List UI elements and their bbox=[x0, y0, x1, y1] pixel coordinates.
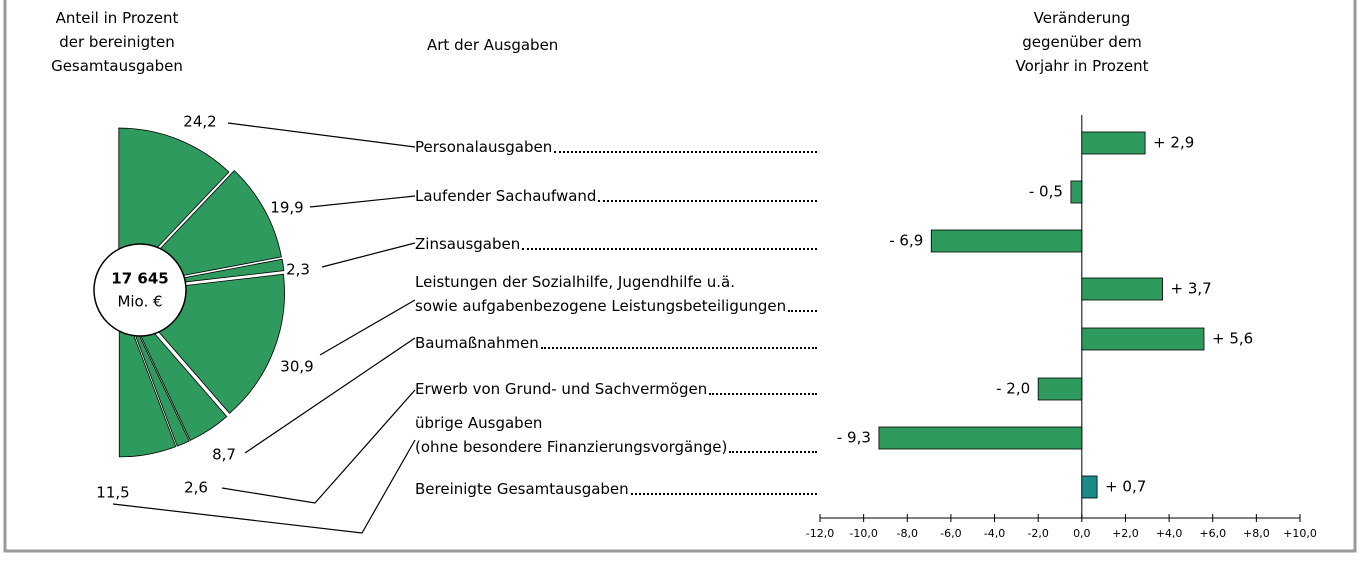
bar-label: + 0,7 bbox=[1105, 478, 1146, 496]
bar bbox=[930, 229, 1083, 253]
x-tick-label: -8,0 bbox=[897, 527, 918, 540]
pie-label: 19,9 bbox=[270, 199, 303, 217]
category-label: Personalausgaben bbox=[415, 135, 817, 159]
bar bbox=[1081, 277, 1163, 301]
middle-header: Art der Ausgaben bbox=[427, 36, 559, 54]
category-text: Baumaßnahmen bbox=[415, 334, 539, 352]
x-tick-label: -2,0 bbox=[1027, 527, 1048, 540]
center-circle bbox=[93, 243, 187, 337]
x-tick-label: -6,0 bbox=[940, 527, 961, 540]
x-tick-label: -10,0 bbox=[849, 527, 877, 540]
leader-line bbox=[221, 389, 416, 504]
bar bbox=[1081, 131, 1146, 155]
dot-leader bbox=[709, 393, 817, 395]
x-tick-label: +2,0 bbox=[1112, 527, 1139, 540]
leader-line bbox=[112, 439, 416, 534]
bar-label: - 0,5 bbox=[1029, 183, 1063, 201]
x-tick-label: +4,0 bbox=[1156, 527, 1183, 540]
bar-label: + 5,6 bbox=[1212, 330, 1253, 348]
x-tick-label: +10,0 bbox=[1283, 527, 1317, 540]
bar-label: + 3,7 bbox=[1171, 280, 1212, 298]
x-tick-label: +6,0 bbox=[1199, 527, 1226, 540]
frame bbox=[3, 0, 1357, 553]
category-label: Baumaßnahmen bbox=[415, 331, 817, 355]
category-text: Zinsausgaben bbox=[415, 235, 521, 253]
dot-leader bbox=[598, 200, 817, 202]
category-text: übrige Ausgaben (ohne besondere Finanzie… bbox=[415, 414, 728, 456]
dot-leader bbox=[630, 493, 817, 495]
bar-label: + 2,9 bbox=[1153, 134, 1194, 152]
bar-label: - 9,3 bbox=[837, 429, 871, 447]
category-text: Laufender Sachaufwand bbox=[415, 187, 597, 205]
x-tick-label: -4,0 bbox=[984, 527, 1005, 540]
category-label: Laufender Sachaufwand bbox=[415, 184, 817, 208]
pie-label: 24,2 bbox=[183, 113, 216, 131]
category-label: Bereinigte Gesamtausgaben bbox=[415, 477, 817, 501]
leader-line bbox=[321, 242, 416, 268]
category-text: Bereinigte Gesamtausgaben bbox=[415, 480, 629, 498]
bar bbox=[878, 426, 1083, 450]
category-label: Leistungen der Sozialhilfe, Jugendhilfe … bbox=[415, 270, 817, 318]
leader-line bbox=[319, 299, 416, 356]
dot-leader bbox=[729, 451, 817, 453]
category-text: Personalausgaben bbox=[415, 138, 553, 156]
bar bbox=[1081, 475, 1098, 499]
bar bbox=[1037, 377, 1083, 401]
dot-leader bbox=[554, 151, 817, 153]
left-header: Anteil in Prozent der bereinigten Gesamt… bbox=[51, 9, 183, 75]
pie-label: 8,7 bbox=[212, 446, 236, 464]
total-value: 17 645 bbox=[111, 270, 168, 288]
right-header: Veränderung gegenüber dem Vorjahr in Pro… bbox=[1015, 9, 1149, 75]
total-unit: Mio. € bbox=[117, 293, 162, 311]
pie-label: 11,5 bbox=[96, 484, 129, 502]
x-tick-label: +8,0 bbox=[1243, 527, 1270, 540]
pie-label: 2,3 bbox=[286, 261, 310, 279]
leader-line bbox=[244, 337, 416, 454]
category-label: Erwerb von Grund- und Sachvermögen bbox=[415, 377, 817, 401]
dot-leader bbox=[522, 248, 817, 250]
category-text: Leistungen der Sozialhilfe, Jugendhilfe … bbox=[415, 273, 787, 315]
category-text: Erwerb von Grund- und Sachvermögen bbox=[415, 380, 708, 398]
category-label: übrige Ausgaben (ohne besondere Finanzie… bbox=[415, 411, 817, 459]
pie-label: 30,9 bbox=[280, 358, 313, 376]
leader-line bbox=[227, 122, 416, 148]
bar-label: - 2,0 bbox=[996, 380, 1030, 398]
x-tick-label: -12,0 bbox=[806, 527, 834, 540]
pie-label: 2,6 bbox=[184, 479, 208, 497]
category-label: Zinsausgaben bbox=[415, 232, 817, 256]
dot-leader bbox=[788, 310, 817, 312]
bar-label: - 6,9 bbox=[889, 232, 923, 250]
bar bbox=[1070, 180, 1083, 204]
x-tick-label: 0,0 bbox=[1073, 527, 1091, 540]
bar bbox=[1081, 327, 1205, 351]
pie-slice bbox=[118, 296, 177, 458]
leader-line bbox=[309, 195, 416, 208]
dot-leader bbox=[540, 347, 817, 349]
